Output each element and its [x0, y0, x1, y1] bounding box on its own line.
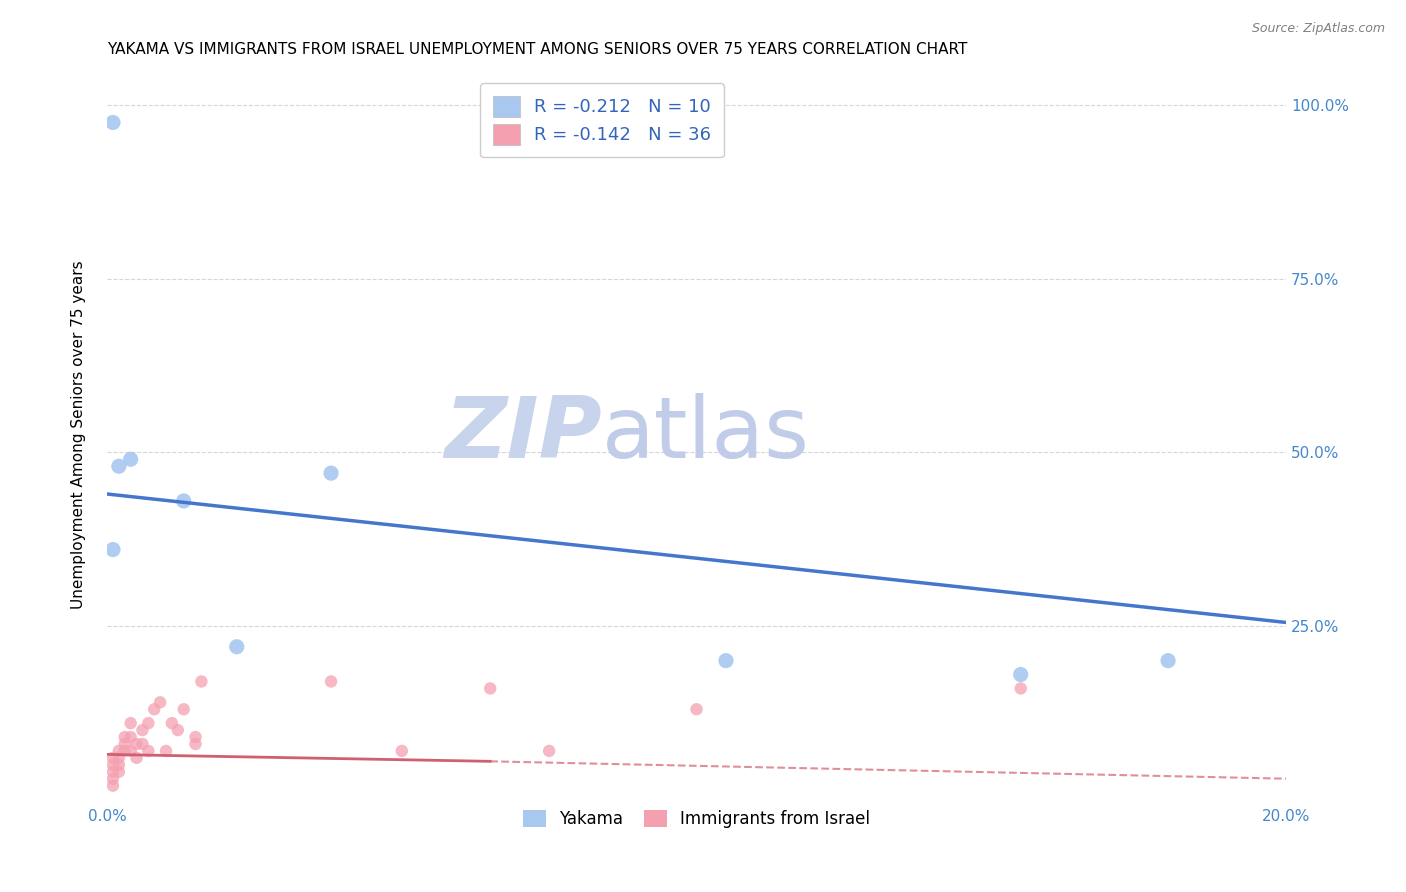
Point — [108, 764, 131, 779]
Point — [108, 751, 131, 765]
Point — [120, 452, 142, 467]
Point — [173, 494, 195, 508]
Point — [101, 779, 124, 793]
Text: ZIP: ZIP — [444, 393, 602, 476]
Point — [319, 466, 342, 480]
Point — [131, 737, 153, 751]
Point — [108, 757, 131, 772]
Point — [101, 542, 124, 557]
Point — [138, 716, 160, 731]
Point — [538, 744, 561, 758]
Point — [143, 702, 166, 716]
Point — [149, 695, 172, 709]
Text: YAKAMA VS IMMIGRANTS FROM ISRAEL UNEMPLOYMENT AMONG SENIORS OVER 75 YEARS CORREL: YAKAMA VS IMMIGRANTS FROM ISRAEL UNEMPLO… — [107, 42, 967, 57]
Point — [1157, 654, 1180, 668]
Point — [101, 751, 124, 765]
Text: atlas: atlas — [602, 393, 810, 476]
Point — [131, 723, 153, 737]
Point — [120, 716, 142, 731]
Point — [1010, 681, 1032, 696]
Point — [155, 744, 177, 758]
Point — [190, 674, 212, 689]
Point — [714, 654, 737, 668]
Point — [184, 737, 207, 751]
Point — [108, 744, 131, 758]
Point — [114, 744, 136, 758]
Point — [114, 730, 136, 744]
Point — [125, 737, 148, 751]
Point — [101, 764, 124, 779]
Legend: Yakama, Immigrants from Israel: Yakama, Immigrants from Israel — [516, 804, 877, 835]
Point — [101, 115, 124, 129]
Point — [166, 723, 188, 737]
Point — [225, 640, 247, 654]
Point — [184, 730, 207, 744]
Point — [120, 730, 142, 744]
Point — [160, 716, 183, 731]
Y-axis label: Unemployment Among Seniors over 75 years: Unemployment Among Seniors over 75 years — [72, 260, 86, 609]
Point — [138, 744, 160, 758]
Point — [685, 702, 707, 716]
Text: Source: ZipAtlas.com: Source: ZipAtlas.com — [1251, 22, 1385, 36]
Point — [101, 757, 124, 772]
Point — [114, 737, 136, 751]
Point — [125, 751, 148, 765]
Point — [391, 744, 413, 758]
Point — [173, 702, 195, 716]
Point — [479, 681, 502, 696]
Point — [108, 459, 131, 474]
Point — [120, 744, 142, 758]
Point — [101, 772, 124, 786]
Point — [319, 674, 342, 689]
Point — [1010, 667, 1032, 681]
